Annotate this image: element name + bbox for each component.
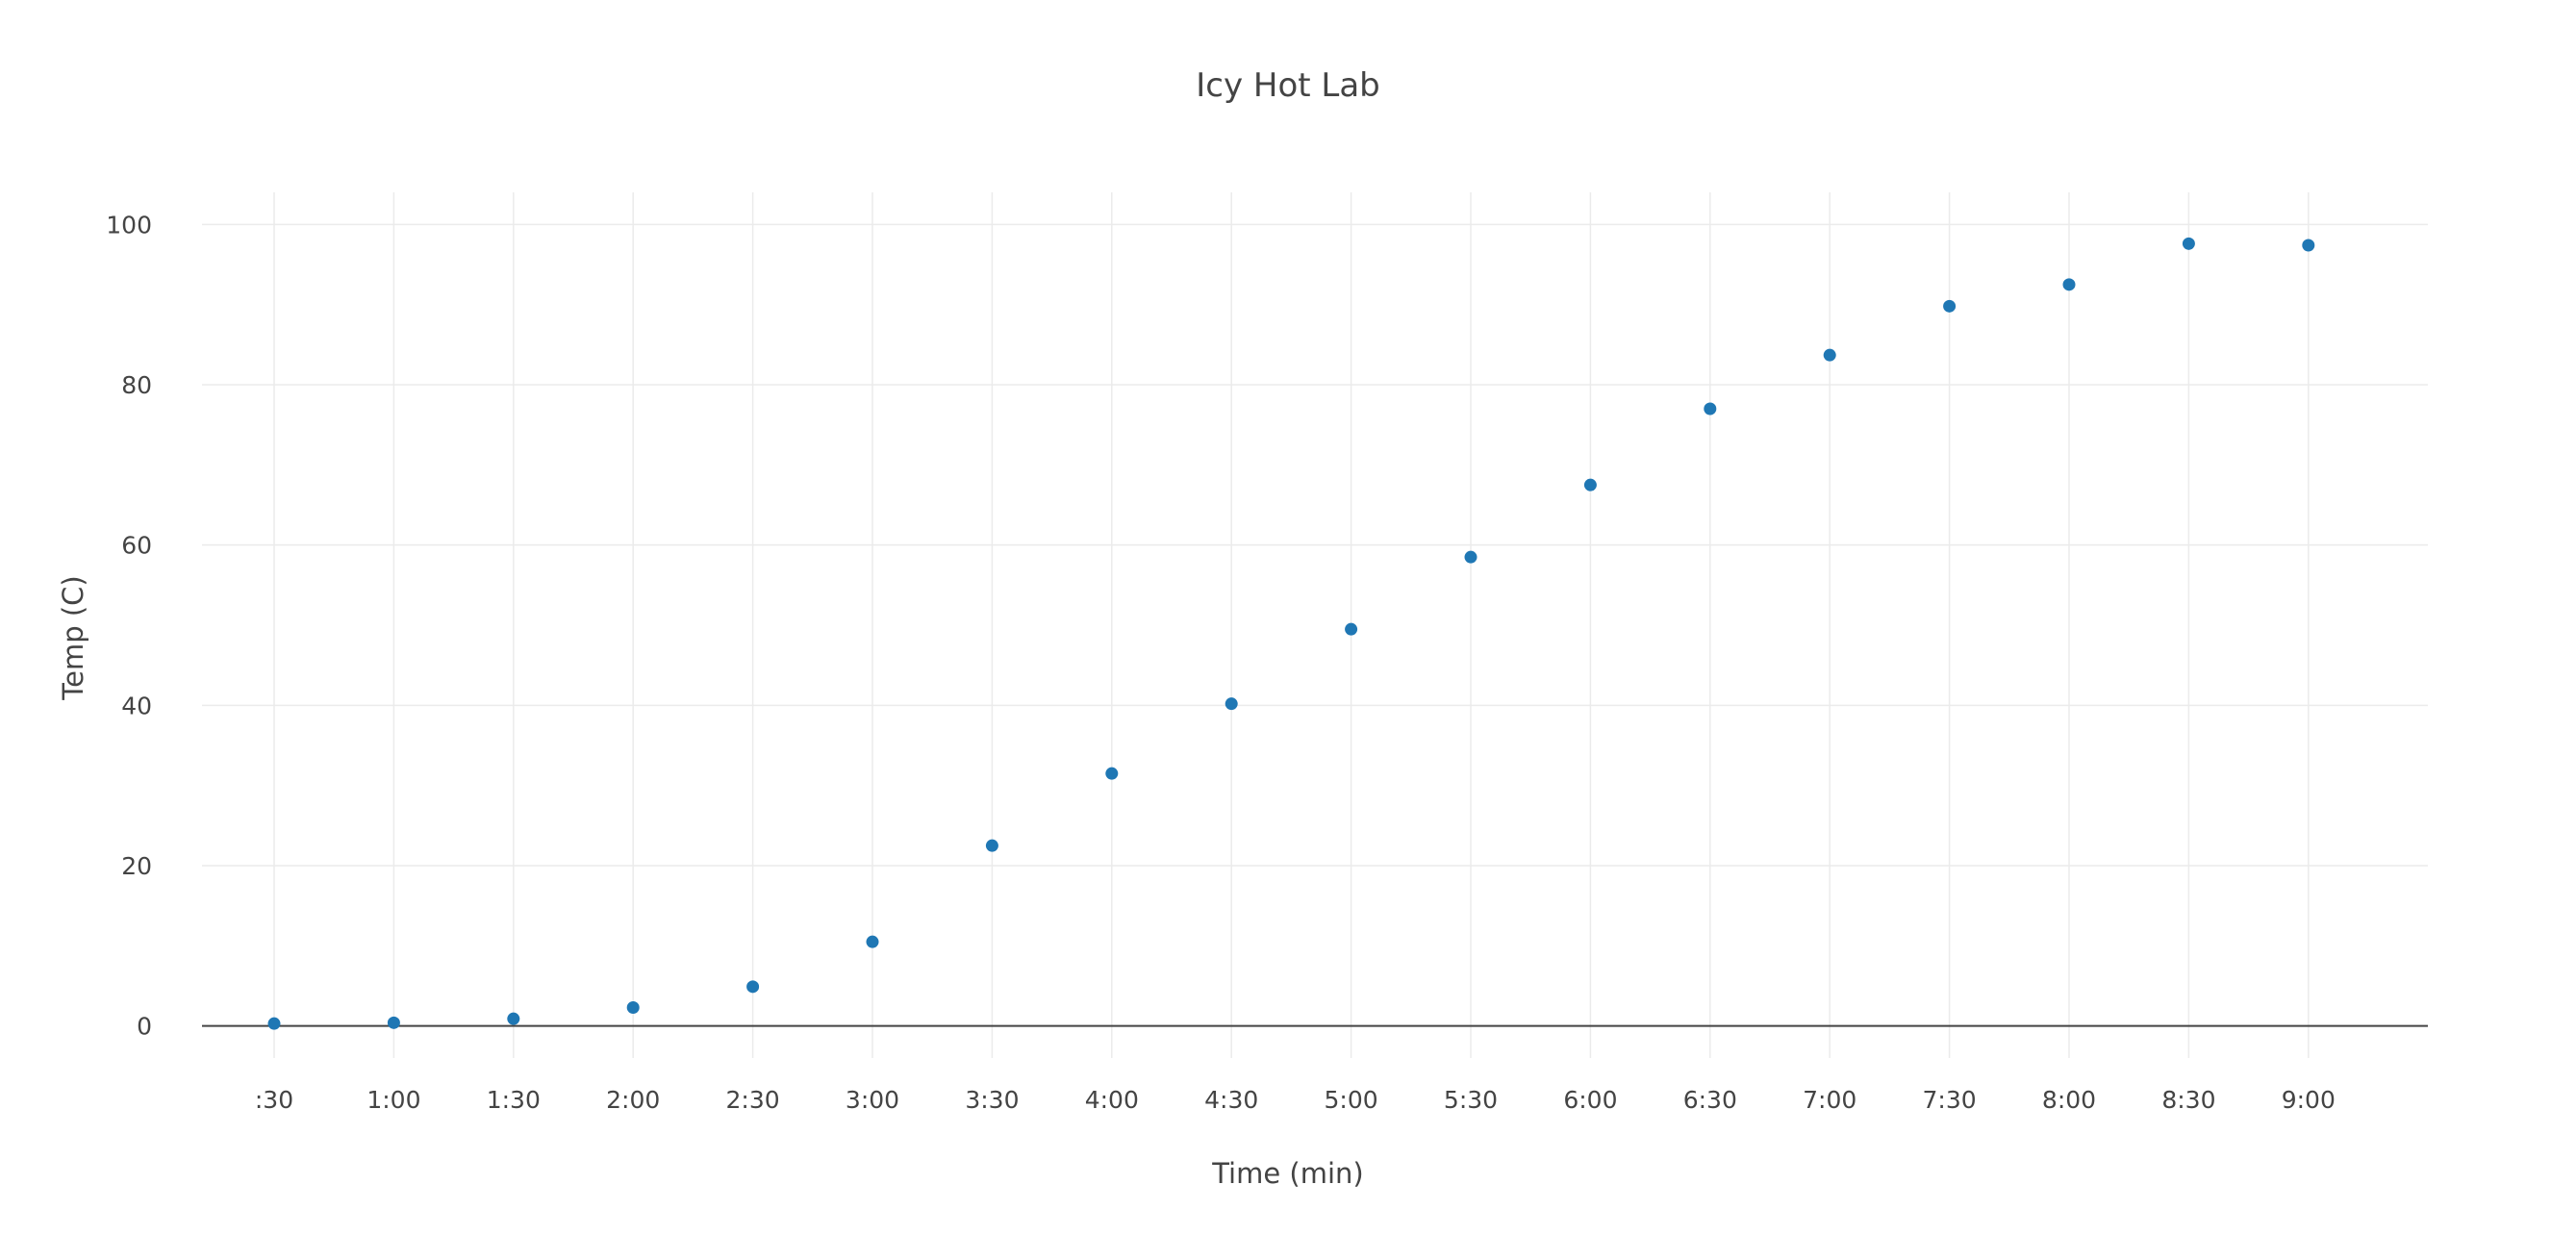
- data-point: [2182, 237, 2195, 250]
- data-point: [1345, 622, 1358, 636]
- x-tick-label: 8:30: [2161, 1086, 2215, 1114]
- data-point: [1583, 478, 1597, 491]
- y-axis-ticks: 0 20 40 60 80 100: [106, 211, 152, 1040]
- data-point: [2062, 278, 2076, 291]
- x-tick-label: 4:00: [1085, 1086, 1139, 1114]
- data-point: [985, 839, 998, 852]
- x-axis-title: Time (min): [1211, 1157, 1364, 1190]
- x-tick-label: 3:30: [965, 1086, 1019, 1114]
- data-point: [1943, 299, 1957, 313]
- x-tick-label: 5:00: [1325, 1086, 1378, 1114]
- x-tick-label: 3:00: [846, 1086, 899, 1114]
- data-point: [2302, 239, 2315, 252]
- data-point: [1704, 402, 1717, 416]
- y-tick-label: 20: [121, 852, 152, 880]
- x-tick-label: 4:30: [1204, 1086, 1258, 1114]
- y-axis-title: Temp (C): [57, 575, 89, 700]
- x-tick-label: 8:00: [2042, 1086, 2096, 1114]
- x-tick-label: 6:30: [1683, 1086, 1737, 1114]
- x-tick-label: 2:30: [726, 1086, 780, 1114]
- chart-title: Icy Hot Lab: [1196, 66, 1380, 105]
- y-tick-label: 100: [106, 211, 152, 239]
- x-tick-label: :30: [255, 1086, 293, 1114]
- data-point: [1464, 550, 1477, 564]
- x-tick-label: 7:00: [1803, 1086, 1856, 1114]
- data-point: [626, 1001, 640, 1014]
- x-tick-label: 1:00: [366, 1086, 420, 1114]
- data-point: [507, 1012, 520, 1025]
- x-tick-label: 5:30: [1444, 1086, 1498, 1114]
- x-tick-label: 1:30: [487, 1086, 541, 1114]
- data-point: [1225, 697, 1238, 711]
- x-axis-ticks: :30 1:00 1:30 2:00 2:30 3:00 3:30 4:00 4:30 5:00 5…: [255, 1086, 2336, 1114]
- x-tick-label: 7:30: [1923, 1086, 1977, 1114]
- data-point: [746, 980, 760, 994]
- data-point: [387, 1016, 400, 1029]
- y-tick-label: 40: [121, 692, 152, 719]
- data-point: [1105, 767, 1119, 780]
- y-tick-label: 60: [121, 532, 152, 560]
- x-tick-label: 9:00: [2282, 1086, 2336, 1114]
- data-point: [866, 935, 879, 948]
- gridlines: [202, 192, 2428, 1058]
- y-tick-label: 80: [121, 371, 152, 399]
- x-tick-label: 6:00: [1563, 1086, 1617, 1114]
- data-point: [267, 1017, 281, 1030]
- x-tick-label: 2:00: [606, 1086, 660, 1114]
- data-point: [1823, 348, 1836, 362]
- y-tick-label: 0: [137, 1013, 152, 1041]
- data-points: [267, 237, 2315, 1030]
